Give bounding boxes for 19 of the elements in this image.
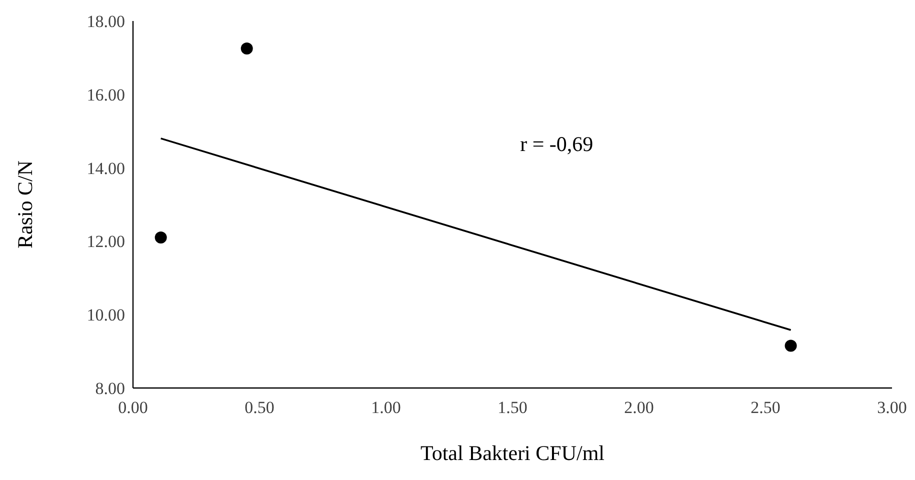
x-tick-label: 1.00 (371, 398, 401, 417)
y-tick-label: 8.00 (95, 378, 125, 398)
x-tick-label: 3.00 (877, 398, 907, 417)
y-tick-label: 16.00 (86, 85, 125, 104)
point (240, 42, 253, 55)
x-tick-label: 2.50 (750, 398, 780, 417)
point (154, 232, 167, 244)
x-tick-label: 0.00 (118, 398, 148, 417)
x-tick-label: 0.50 (244, 398, 274, 417)
y-tick-label: 18.00 (86, 12, 125, 31)
annotation: r = -0,69 (520, 132, 594, 156)
point (784, 340, 797, 352)
y-tick-label: 10.00 (86, 306, 125, 325)
y-tick-label: 12.00 (86, 232, 125, 252)
x-axis-title: Total Bakteri CFU/ml (420, 441, 605, 465)
x-tick-label: 1.50 (498, 398, 528, 417)
x-tick-label: 2.00 (624, 398, 654, 417)
y-axis-title: Rasio C/N (13, 160, 37, 249)
y-tick-label: 14.00 (86, 158, 125, 178)
